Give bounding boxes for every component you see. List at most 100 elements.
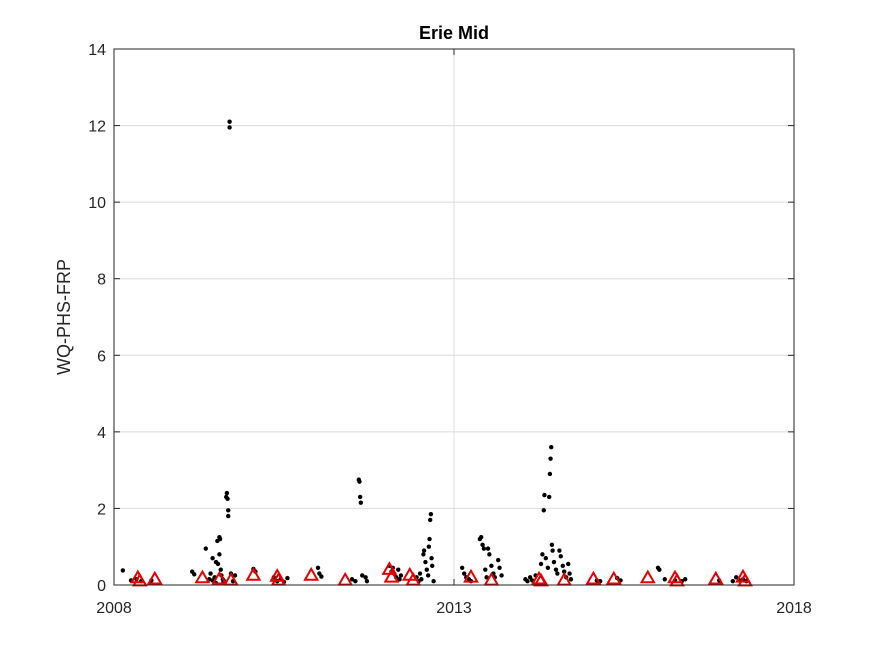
data-point-dot-137 <box>734 575 739 580</box>
data-point-dot-68 <box>423 559 428 565</box>
data-point-dot-42 <box>315 565 321 570</box>
data-point-dot-136 <box>730 578 735 584</box>
data-point-dot-44 <box>319 574 324 579</box>
x-tick-label-2: 2018 <box>776 600 812 617</box>
data-point-triangle-6 <box>245 566 262 581</box>
data-point-dot-114 <box>551 559 557 565</box>
data-point-dot-45 <box>349 577 355 582</box>
data-point-dot-51 <box>360 573 365 578</box>
data-point-dot-117 <box>557 548 562 553</box>
y-tick-label-3: 6 <box>97 348 106 365</box>
data-point-dot-95 <box>497 565 502 570</box>
data-point-dot-134 <box>683 577 688 582</box>
data-point-dot-116 <box>555 571 560 576</box>
chart-title: Erie Mid <box>419 23 489 43</box>
data-point-dot-87 <box>483 567 488 572</box>
data-point-triangle-15 <box>463 568 479 583</box>
data-point-dot-103 <box>540 552 545 557</box>
data-point-dot-115 <box>553 567 559 572</box>
data-point-dot-60 <box>397 577 402 582</box>
data-point-dot-31 <box>232 573 238 578</box>
data-marks <box>120 119 753 587</box>
data-point-dot-109 <box>547 471 553 477</box>
data-point-dot-102 <box>538 561 544 567</box>
data-point-dot-65 <box>419 577 424 582</box>
data-point-triangle-20 <box>585 570 602 585</box>
data-point-dot-98 <box>525 578 530 584</box>
data-point-dot-66 <box>421 552 426 557</box>
data-point-dot-9 <box>208 571 213 576</box>
data-point-dot-23 <box>224 490 230 496</box>
data-point-triangle-12 <box>383 568 400 583</box>
data-point-dot-73 <box>428 517 433 523</box>
data-point-dot-32 <box>210 556 215 561</box>
data-point-dot-86 <box>481 546 487 551</box>
data-point-dot-27 <box>227 119 232 124</box>
data-point-triangle-22 <box>639 569 656 584</box>
data-point-dot-112 <box>549 542 555 547</box>
y-tick-label-5: 10 <box>88 195 106 212</box>
data-point-dot-16 <box>217 536 223 542</box>
y-tick-label-7: 14 <box>88 42 106 59</box>
data-point-dot-111 <box>549 444 554 450</box>
data-point-dot-108 <box>547 494 552 500</box>
data-point-dot-118 <box>558 554 563 559</box>
data-point-dot-90 <box>487 552 492 557</box>
data-point-dot-130 <box>657 567 662 572</box>
data-point-dot-110 <box>548 456 553 461</box>
data-point-dot-76 <box>430 563 435 569</box>
data-point-dot-119 <box>560 563 565 569</box>
data-point-dot-72 <box>427 536 432 542</box>
data-point-dot-24 <box>225 496 230 502</box>
data-point-dot-120 <box>561 569 567 574</box>
data-point-dot-69 <box>424 567 429 572</box>
data-point-dot-91 <box>489 563 494 569</box>
data-point-dot-77 <box>431 578 436 584</box>
data-point-dot-85 <box>480 542 485 547</box>
data-point-dot-7 <box>203 546 208 551</box>
data-point-dot-41 <box>285 575 290 581</box>
data-point-triangle-4 <box>211 570 228 585</box>
data-point-triangle-2 <box>146 570 163 585</box>
data-point-dot-75 <box>429 556 434 561</box>
data-point-dot-123 <box>567 571 572 576</box>
x-tick-label-1: 2013 <box>436 600 472 617</box>
data-point-dot-34 <box>217 552 222 557</box>
data-point-dot-131 <box>662 577 667 582</box>
data-point-dot-53 <box>364 578 370 584</box>
data-point-dot-78 <box>459 565 465 570</box>
data-point-triangle-21 <box>605 570 622 585</box>
y-tick-label-2: 4 <box>97 425 106 442</box>
data-point-dot-52 <box>363 575 368 580</box>
y-tick-label-1: 2 <box>97 501 106 518</box>
data-point-dot-94 <box>496 557 501 563</box>
data-point-dot-26 <box>226 513 231 519</box>
axis-ticks: 0 2 4 6 8 10 12 14 2008 2013 2018 <box>88 42 812 617</box>
data-point-dot-67 <box>421 548 427 553</box>
data-point-dot-104 <box>541 508 546 513</box>
y-tick-label-6: 12 <box>88 119 106 136</box>
y-tick-label-4: 8 <box>97 272 106 289</box>
data-point-dot-106 <box>543 556 548 561</box>
data-point-triangle-9 <box>303 566 320 581</box>
data-point-triangle-3 <box>194 569 211 584</box>
data-point-dot-49 <box>357 494 363 500</box>
data-point-dot-0 <box>120 568 126 573</box>
data-point-dot-74 <box>428 511 434 517</box>
data-point-dot-70 <box>425 573 431 578</box>
y-tick-label-0: 0 <box>97 578 106 595</box>
data-point-dot-113 <box>550 548 555 553</box>
data-point-dot-48 <box>357 479 362 484</box>
data-point-dot-61 <box>398 573 404 578</box>
data-point-dot-124 <box>568 577 574 582</box>
data-point-dot-50 <box>358 500 364 505</box>
x-tick-label-0: 2008 <box>96 600 132 617</box>
data-point-dot-28 <box>227 125 232 130</box>
y-axis-label: WQ-PHS-FRP <box>54 259 74 375</box>
data-point-dot-17 <box>218 567 223 572</box>
data-point-dot-84 <box>479 534 484 540</box>
data-point-triangle-25 <box>707 570 724 585</box>
data-point-dot-59 <box>396 567 401 572</box>
data-point-dot-96 <box>499 573 504 578</box>
